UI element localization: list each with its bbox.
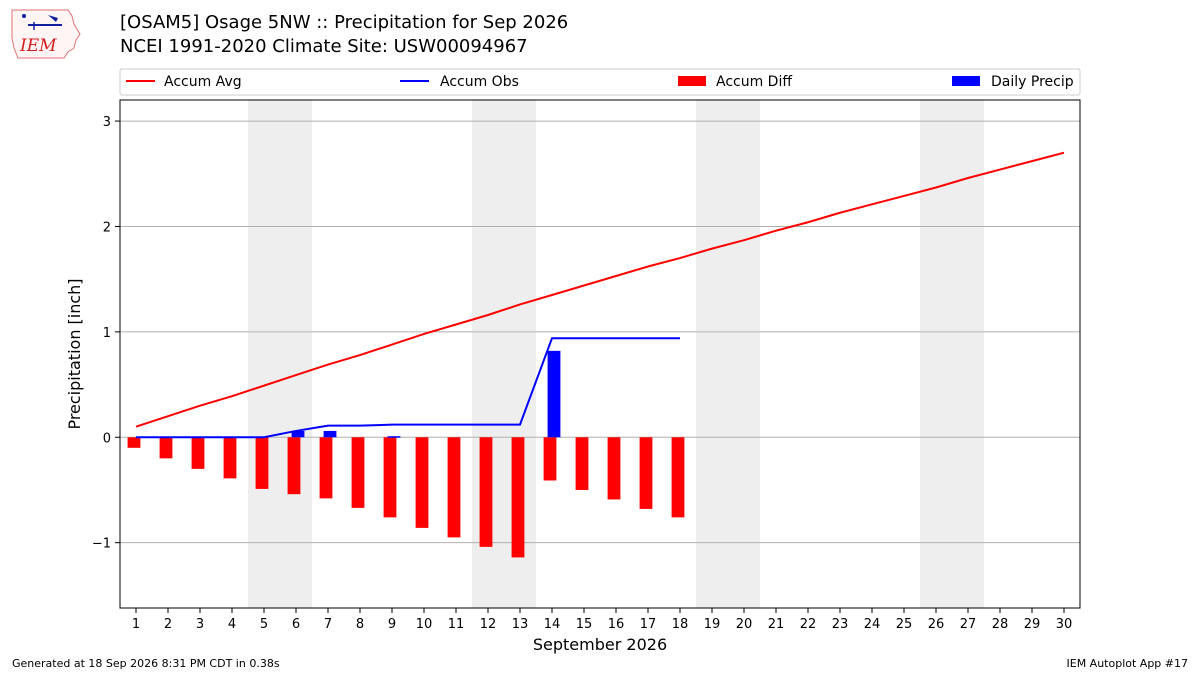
legend: Accum Avg Accum Obs Accum Diff Daily Pre… — [119, 68, 1081, 96]
weekend-shade — [696, 100, 760, 608]
accum-diff-bar — [415, 437, 429, 528]
x-tick-label: 17 — [640, 617, 657, 632]
x-tick-label: 10 — [416, 617, 433, 632]
daily-precip-bar — [547, 350, 561, 438]
accum-diff-bar — [383, 437, 397, 518]
accum-diff-bar — [319, 437, 333, 499]
x-tick-label: 9 — [388, 617, 396, 632]
x-tick-label: 15 — [576, 617, 593, 632]
x-tick-label: 16 — [608, 617, 625, 632]
accum-diff-bar — [223, 437, 237, 479]
x-tick-label: 1 — [132, 617, 140, 632]
accum-diff-bar — [639, 437, 653, 509]
accum-diff-bar — [479, 437, 493, 547]
x-tick-label: 22 — [800, 617, 817, 632]
daily-precip-bar — [323, 430, 337, 438]
x-tick-label: 28 — [992, 617, 1009, 632]
accum-diff-bar — [607, 437, 621, 500]
x-tick-label: 8 — [356, 617, 364, 632]
iem-iowa-logo-icon: IEM — [11, 9, 81, 59]
accum-diff-bar — [575, 437, 589, 490]
y-tick-label: 1 — [103, 326, 111, 341]
x-tick-label: 19 — [704, 617, 721, 632]
x-tick-label: 6 — [292, 617, 300, 632]
x-tick-label: 24 — [864, 617, 881, 632]
x-tick-label: 3 — [196, 617, 204, 632]
accum-diff-bar — [127, 437, 141, 448]
legend-label-accum-obs: Accum Obs — [440, 74, 519, 90]
accum-diff-bar — [511, 437, 525, 558]
x-tick-label: 5 — [260, 617, 268, 632]
legend-swatch-accum-diff — [678, 76, 706, 86]
footer-app-text: IEM Autoplot App #17 — [1066, 657, 1189, 670]
y-tick-label: −1 — [92, 537, 111, 552]
plot-frame — [119, 99, 1081, 609]
x-tick-label: 7 — [324, 617, 332, 632]
x-tick-label: 25 — [896, 617, 913, 632]
daily-precip-bar — [387, 436, 401, 438]
chart-title: [OSAM5] Osage 5NW :: Precipitation for S… — [120, 12, 569, 33]
accum-diff-bar — [159, 437, 173, 459]
legend-label-accum-diff: Accum Diff — [716, 74, 792, 90]
accum-diff-bar — [671, 437, 685, 518]
legend-swatch-daily-precip — [952, 76, 980, 86]
y-tick-label: 3 — [103, 115, 111, 130]
x-tick-label: 30 — [1056, 617, 1073, 632]
accum-avg-line — [135, 151, 1065, 428]
x-tick-label: 29 — [1024, 617, 1041, 632]
x-tick-label: 20 — [736, 617, 753, 632]
x-tick-label: 27 — [960, 617, 977, 632]
legend-label-accum-avg: Accum Avg — [164, 74, 242, 90]
accum-diff-bar — [255, 437, 269, 489]
weekend-shade — [248, 100, 312, 608]
x-tick-label: 4 — [228, 617, 236, 632]
accum-obs-line — [136, 337, 680, 439]
accum-diff-bar — [191, 437, 205, 469]
accum-diff-bar — [447, 437, 461, 538]
accum-diff-bar — [287, 437, 301, 495]
accum-diff-bar — [351, 437, 365, 508]
chart-subtitle: NCEI 1991-2020 Climate Site: USW00094967 — [120, 36, 528, 57]
weekend-shade — [920, 100, 984, 608]
x-axis-label: September 2026 — [533, 635, 667, 654]
x-tick-label: 2 — [164, 617, 172, 632]
y-axis-label: Precipitation [inch] — [65, 278, 84, 429]
x-tick-label: 26 — [928, 617, 945, 632]
x-tick-label: 14 — [544, 617, 561, 632]
logo-text: IEM — [19, 36, 57, 56]
footer-generated-text: Generated at 18 Sep 2026 8:31 PM CDT in … — [12, 657, 280, 670]
accum-diff-bar — [543, 437, 557, 481]
x-tick-label: 18 — [672, 617, 689, 632]
y-tick-label: 2 — [103, 220, 111, 235]
x-tick-label: 12 — [480, 617, 497, 632]
x-tick-label: 21 — [768, 617, 785, 632]
x-tick-label: 23 — [832, 617, 849, 632]
daily-precip-bar — [291, 430, 305, 438]
y-tick-label: 0 — [103, 431, 111, 446]
legend-box — [119, 68, 1081, 96]
legend-label-daily-precip: Daily Precip — [991, 74, 1074, 90]
x-tick-label: 13 — [512, 617, 529, 632]
x-tick-label: 11 — [448, 617, 465, 632]
